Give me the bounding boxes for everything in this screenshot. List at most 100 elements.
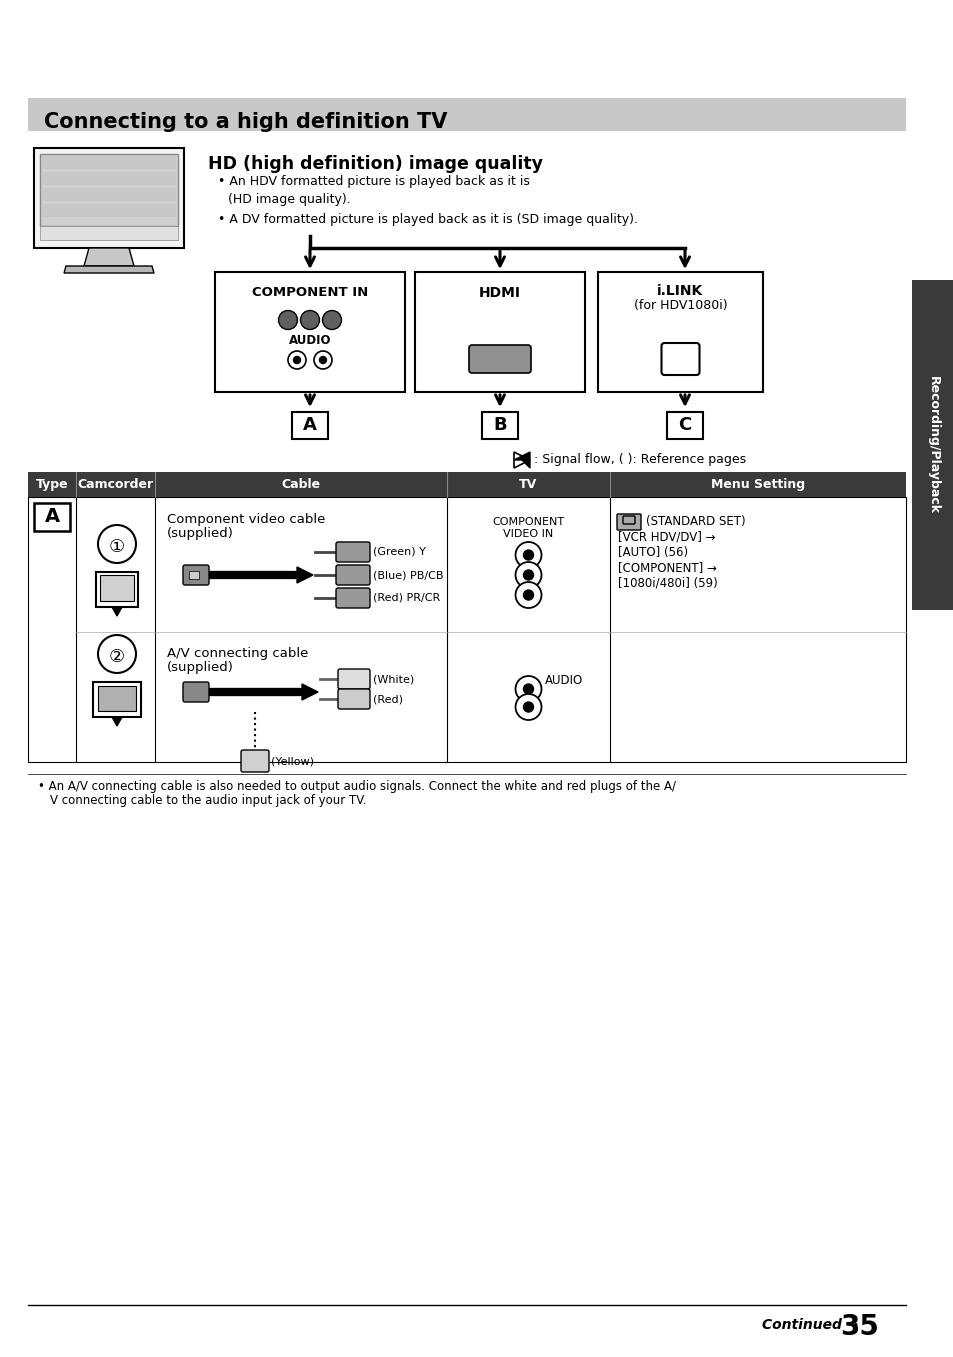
Bar <box>189 571 199 579</box>
Text: i.LINK: i.LINK <box>657 284 703 299</box>
Text: (Red) PR/CR: (Red) PR/CR <box>373 593 439 603</box>
Text: V connecting cable to the audio input jack of your TV.: V connecting cable to the audio input ja… <box>50 794 366 807</box>
Bar <box>598 271 762 392</box>
Circle shape <box>322 311 341 330</box>
Bar <box>42 172 175 185</box>
Text: (HD image quality).: (HD image quality). <box>228 193 351 206</box>
Text: : Signal flow, ( ): Reference pages: : Signal flow, ( ): Reference pages <box>534 453 745 467</box>
Text: (for HDV1080i): (for HDV1080i) <box>633 299 726 312</box>
Text: COMPONENT: COMPONENT <box>492 517 564 527</box>
Bar <box>40 153 178 227</box>
Bar <box>42 204 175 217</box>
Text: [COMPONENT] →: [COMPONENT] → <box>618 560 716 574</box>
Bar <box>415 271 584 392</box>
Text: COMPONENT IN: COMPONENT IN <box>252 286 368 299</box>
Circle shape <box>300 311 319 330</box>
Text: (Red): (Red) <box>373 693 402 704</box>
Bar <box>98 687 136 711</box>
Circle shape <box>294 357 300 364</box>
Polygon shape <box>296 567 313 584</box>
Text: Camcorder: Camcorder <box>77 478 153 491</box>
Bar <box>28 472 905 497</box>
FancyBboxPatch shape <box>617 514 640 531</box>
Circle shape <box>288 351 306 369</box>
Text: • A DV formatted picture is played back as it is (SD image quality).: • A DV formatted picture is played back … <box>218 213 638 227</box>
Circle shape <box>515 676 541 702</box>
Circle shape <box>98 525 136 563</box>
Text: ①: ① <box>109 537 125 556</box>
Polygon shape <box>84 248 133 266</box>
Bar <box>28 497 905 763</box>
Polygon shape <box>112 716 122 726</box>
Text: (White): (White) <box>373 674 414 684</box>
Circle shape <box>523 590 533 600</box>
Text: (Blue) PB/CB: (Blue) PB/CB <box>373 570 443 579</box>
Circle shape <box>278 311 297 330</box>
Text: (Green) Y: (Green) Y <box>373 547 425 556</box>
Text: (supplied): (supplied) <box>167 661 233 674</box>
Text: VIDEO IN: VIDEO IN <box>503 529 553 539</box>
Text: C: C <box>678 417 691 434</box>
FancyBboxPatch shape <box>335 541 370 562</box>
Circle shape <box>314 351 332 369</box>
FancyBboxPatch shape <box>469 345 531 373</box>
Circle shape <box>319 357 326 364</box>
Text: [AUTO] (56): [AUTO] (56) <box>618 546 687 559</box>
Text: (Yellow): (Yellow) <box>271 756 314 765</box>
Text: Menu Setting: Menu Setting <box>710 478 804 491</box>
Polygon shape <box>112 607 122 616</box>
FancyBboxPatch shape <box>183 565 209 585</box>
Circle shape <box>515 693 541 721</box>
Text: • An HDV formatted picture is played back as it is: • An HDV formatted picture is played bac… <box>218 175 529 189</box>
Bar <box>666 413 702 440</box>
Circle shape <box>98 635 136 673</box>
Polygon shape <box>302 684 317 700</box>
Bar <box>100 575 133 601</box>
Circle shape <box>515 582 541 608</box>
FancyBboxPatch shape <box>337 689 370 708</box>
Text: ②: ② <box>109 649 125 666</box>
Text: [1080i/480i] (59): [1080i/480i] (59) <box>618 575 717 589</box>
Text: B: B <box>493 417 506 434</box>
Bar <box>911 280 953 611</box>
Text: Recording/Playback: Recording/Playback <box>925 376 939 514</box>
Circle shape <box>523 702 533 712</box>
Text: 35: 35 <box>840 1314 879 1341</box>
Text: Type: Type <box>35 478 69 491</box>
Bar <box>34 503 70 531</box>
Circle shape <box>523 550 533 560</box>
Bar <box>92 683 141 716</box>
Bar <box>96 573 138 607</box>
FancyBboxPatch shape <box>335 588 370 608</box>
Text: AUDIO: AUDIO <box>289 334 331 347</box>
Text: Connecting to a high definition TV: Connecting to a high definition TV <box>44 113 447 132</box>
Text: Component video cable: Component video cable <box>167 513 325 527</box>
Text: A: A <box>303 417 316 434</box>
Polygon shape <box>514 452 530 468</box>
Text: Cable: Cable <box>281 478 320 491</box>
Bar <box>214 271 405 392</box>
Bar <box>34 148 184 248</box>
Text: AUDIO: AUDIO <box>544 673 582 687</box>
Bar <box>292 413 328 440</box>
Text: • An A/V connecting cable is also needed to output audio signals. Connect the wh: • An A/V connecting cable is also needed… <box>38 780 676 792</box>
Bar <box>42 189 175 201</box>
FancyBboxPatch shape <box>337 669 370 689</box>
Circle shape <box>515 541 541 569</box>
FancyBboxPatch shape <box>183 683 209 702</box>
FancyBboxPatch shape <box>335 565 370 585</box>
Polygon shape <box>64 266 153 273</box>
Text: A: A <box>45 508 59 527</box>
Circle shape <box>515 562 541 588</box>
Text: A/V connecting cable: A/V connecting cable <box>167 647 308 660</box>
Text: (STANDARD SET): (STANDARD SET) <box>645 516 745 528</box>
Circle shape <box>523 684 533 693</box>
Text: [VCR HDV/DV] →: [VCR HDV/DV] → <box>618 531 715 544</box>
Text: HD (high definition) image quality: HD (high definition) image quality <box>208 155 542 172</box>
Text: TV: TV <box>518 478 537 491</box>
Text: HDMI: HDMI <box>478 286 520 300</box>
Bar <box>40 227 178 240</box>
Bar <box>42 156 175 170</box>
Bar <box>481 413 517 440</box>
Text: Continued →: Continued → <box>761 1318 858 1333</box>
